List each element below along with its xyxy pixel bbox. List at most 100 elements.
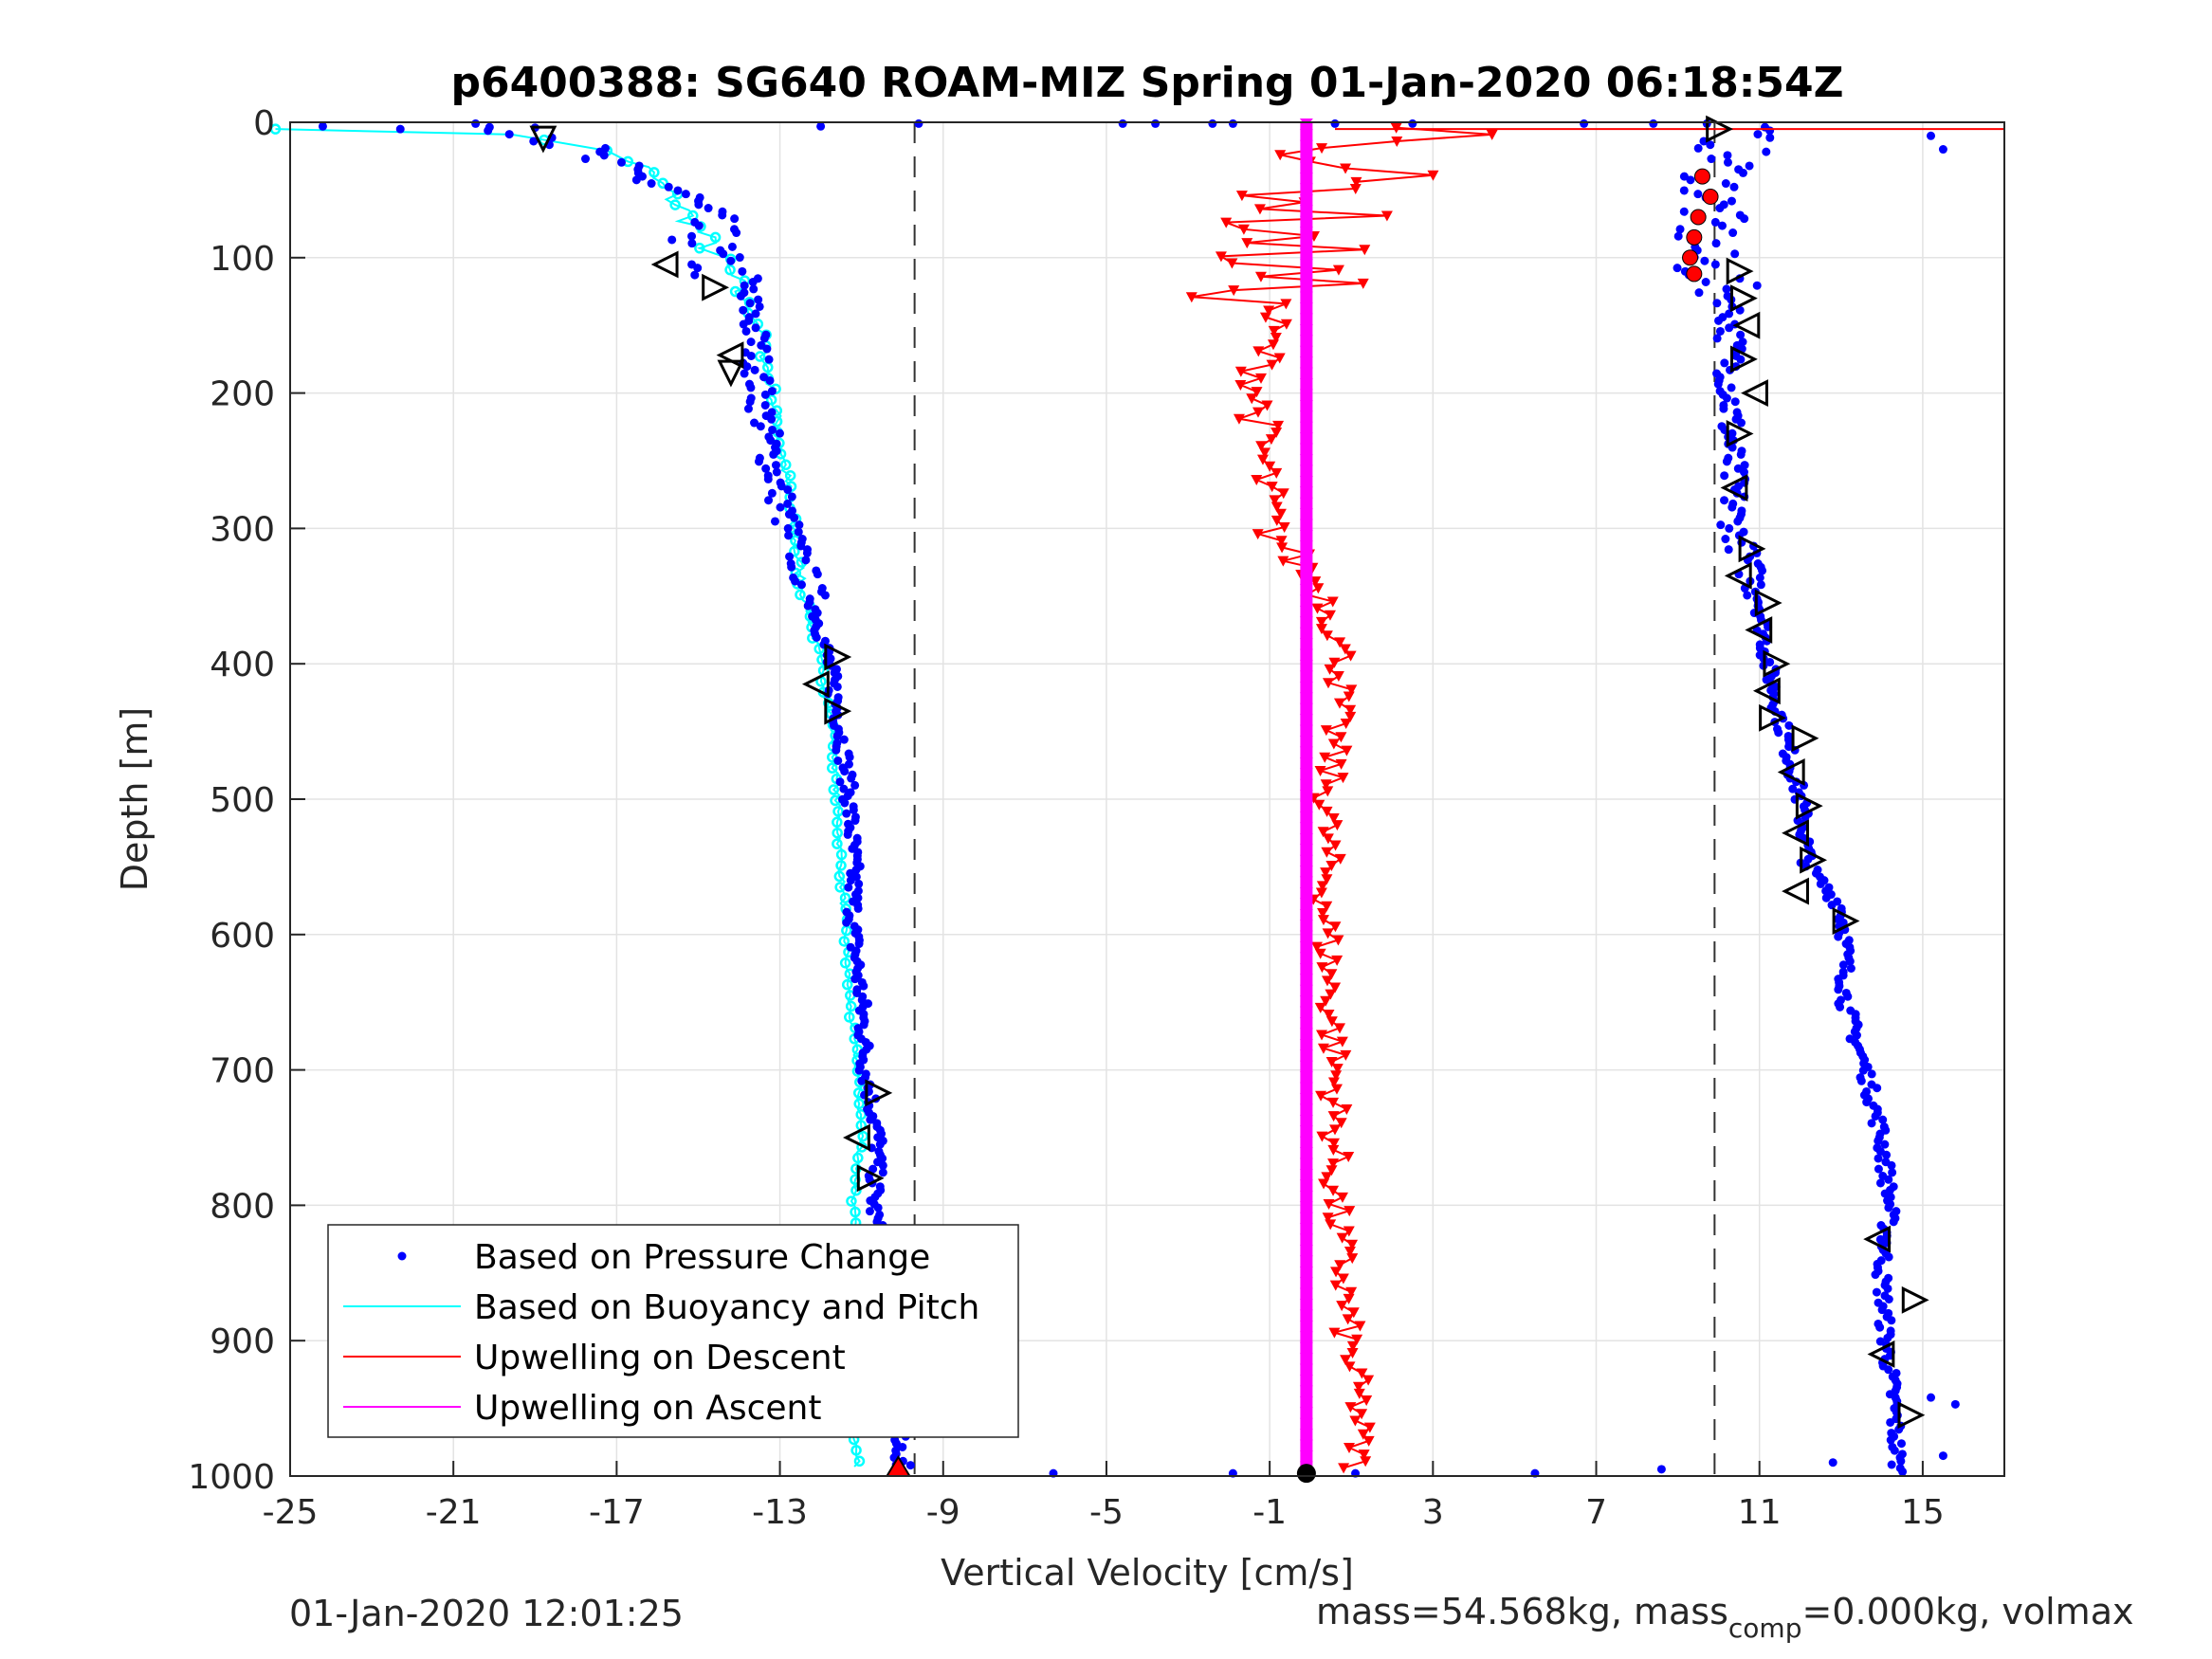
pressure-change-point — [1756, 580, 1765, 590]
upwelling-descent-point — [1327, 1097, 1340, 1108]
pressure-change-point — [1846, 964, 1856, 973]
pressure-change-point — [1765, 133, 1775, 142]
pressure-change-point — [873, 1203, 883, 1212]
x-tick-label: -21 — [426, 1493, 482, 1532]
upwelling-descent-point — [1344, 1361, 1356, 1373]
turn-marker — [801, 670, 830, 699]
upwelling-ascent-point — [1299, 1049, 1313, 1059]
pressure-change-point — [1784, 720, 1794, 730]
upwelling-descent-point — [1337, 1273, 1349, 1285]
upwelling-ascent-point — [1299, 908, 1313, 918]
upwelling-descent-point — [1277, 556, 1289, 567]
pressure-change-point — [687, 239, 697, 248]
upwelling-descent-point — [1358, 1449, 1370, 1461]
pressure-change-point — [1887, 1316, 1896, 1325]
pressure-change-point — [844, 883, 853, 892]
buoyancy-pitch-point — [795, 589, 806, 601]
pressure-change-point — [875, 1139, 885, 1149]
upwelling-descent-point — [1330, 1070, 1343, 1082]
upwelling-ascent-point — [1299, 1115, 1313, 1124]
pressure-change-point — [746, 351, 756, 360]
pressure-change-point — [1875, 1178, 1885, 1188]
pressure-change-point — [719, 249, 728, 259]
upwelling-ascent-point — [1299, 475, 1313, 484]
upwelling-ascent-point — [1299, 1266, 1313, 1275]
pressure-change-point — [1788, 784, 1798, 793]
upwelling-descent-point — [1317, 907, 1329, 919]
pressure-change-point — [1736, 330, 1746, 339]
pressure-change-point — [785, 552, 795, 561]
upwelling-descent-point — [1321, 901, 1333, 912]
pressure-change-point — [763, 474, 773, 483]
pressure-change-point — [732, 228, 741, 238]
buoyancy-pitch-point — [832, 838, 843, 849]
pressure-change-point — [1874, 1136, 1883, 1145]
pressure-change-point — [784, 531, 794, 540]
buoyancy-pitch-point — [709, 231, 722, 244]
upwelling-ascent-point — [1299, 540, 1313, 550]
upwelling-ascent-point — [1299, 1223, 1313, 1232]
upwelling-ascent-point — [1299, 702, 1313, 712]
turn-marker — [529, 125, 558, 154]
upwelling-descent-point — [1322, 786, 1334, 797]
upwelling-descent-point — [1334, 853, 1346, 865]
upwelling-ascent-point — [1299, 1017, 1313, 1027]
upwelling-descent-point — [1324, 610, 1336, 621]
pressure-change-outlier — [1228, 118, 1237, 128]
upwelling-ascent-point — [1299, 486, 1313, 496]
buoyancy-pitch-point — [669, 199, 681, 210]
turn-marker — [856, 1164, 885, 1193]
upwelling-ascent-point — [1299, 1093, 1313, 1103]
pressure-change-point — [853, 903, 863, 913]
buoyancy-pitch-point — [765, 393, 777, 406]
upwelling-descent-point — [1345, 684, 1358, 696]
pressure-change-point — [1720, 358, 1729, 368]
upwelling-descent-point — [1267, 339, 1279, 351]
upwelling-descent-point — [1318, 1178, 1330, 1190]
pressure-change-point — [718, 210, 727, 220]
upwelling-descent-point — [1276, 542, 1289, 554]
pressure-change-point — [1720, 496, 1729, 505]
upwelling-ascent-point — [1299, 129, 1313, 138]
x-tick-label: -25 — [263, 1493, 319, 1532]
upwelling-descent-point — [1246, 393, 1258, 405]
upwelling-descent-point — [1362, 1435, 1375, 1447]
upwelling-descent-point — [1314, 766, 1326, 777]
upwelling-descent-point — [1252, 407, 1264, 418]
pressure-change-point — [736, 291, 745, 301]
upwelling-ascent-point — [1299, 1071, 1313, 1081]
upwelling-ascent-point — [1299, 1082, 1313, 1091]
upwelling-descent-point — [1347, 1307, 1360, 1319]
upwelling-descent-point — [1336, 1301, 1348, 1312]
upwelling-descent-point — [1253, 204, 1266, 215]
pressure-change-point — [1852, 1030, 1861, 1040]
pressure-change-point — [1710, 260, 1720, 269]
upwelling-ascent-point — [1299, 389, 1313, 398]
upwelling-descent-point — [1317, 1043, 1329, 1054]
pressure-change-point — [854, 939, 864, 949]
upwelling-ascent-point — [1299, 356, 1313, 366]
x-axis-label: Vertical Velocity [cm/s] — [941, 1552, 1354, 1594]
upwelling-descent-point — [1339, 644, 1351, 655]
upwelling-descent-point — [1360, 1456, 1372, 1468]
upwelling-ascent-point — [1299, 844, 1313, 853]
pressure-change-point — [1834, 932, 1843, 941]
pressure-change-point — [1727, 196, 1736, 206]
pressure-change-point — [1845, 957, 1855, 966]
mass-text: mass=54.568kg, mass — [1316, 1591, 1728, 1632]
upwelling-descent-point — [1335, 732, 1347, 743]
upwelling-descent-point — [1325, 989, 1337, 1000]
upwelling-ascent-point — [1299, 1353, 1313, 1362]
upwelling-descent-point — [1254, 271, 1267, 283]
pressure-change-point — [832, 745, 841, 755]
upwelling-ascent-point — [1299, 606, 1313, 615]
upwelling-descent-point — [1325, 1165, 1338, 1176]
upwelling-ascent-point — [1299, 660, 1313, 669]
upwelling-descent-point — [1233, 413, 1245, 425]
pressure-change-point — [791, 576, 800, 586]
upwelling-descent-point — [1329, 1280, 1342, 1291]
upwelling-ascent-point — [1299, 205, 1313, 214]
pressure-change-point — [754, 457, 763, 466]
buoyancy-pitch-point — [754, 351, 766, 362]
upwelling-descent-point — [1344, 650, 1357, 662]
